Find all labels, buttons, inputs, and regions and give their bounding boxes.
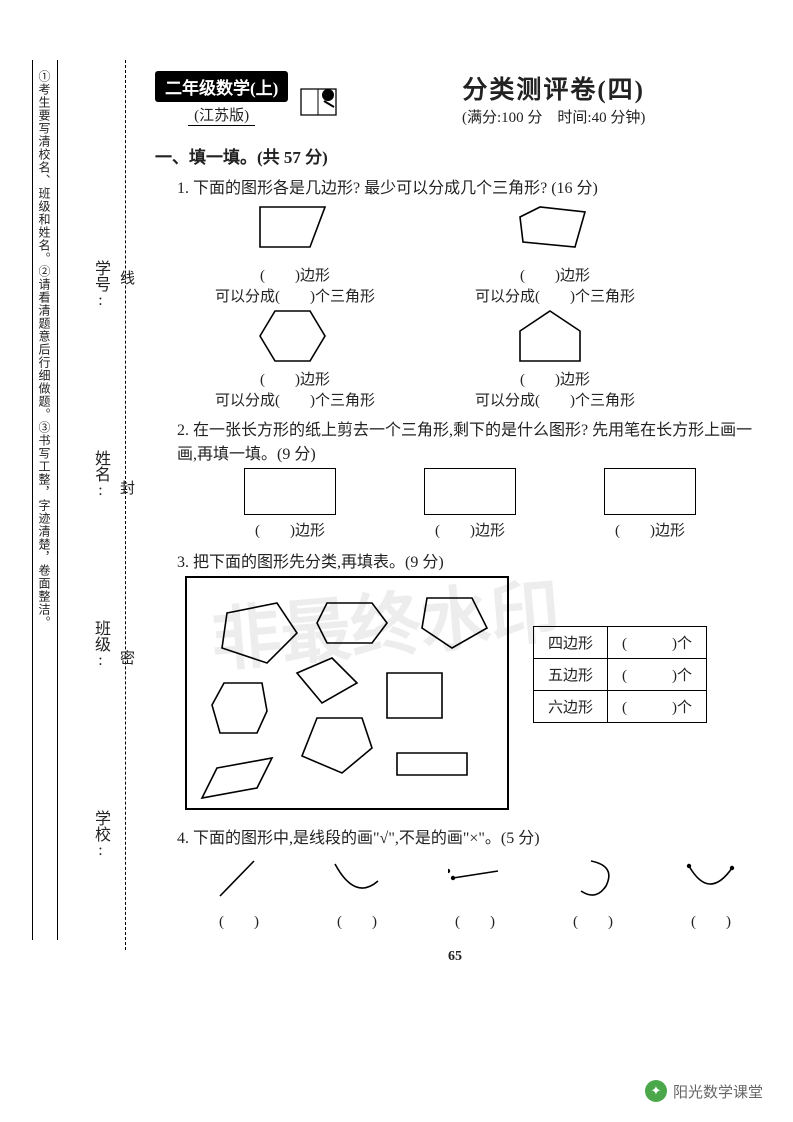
q4-item-curve-v: ( ) (667, 856, 755, 931)
table-row: 五边形( )个 (534, 659, 707, 691)
q2-rect-1: ( )边形 (225, 468, 355, 540)
q2-blank-2[interactable]: ( )边形 (435, 523, 505, 539)
q1-shape-pentagon-house: ( )边形可以分成( )个三角形 (475, 306, 635, 410)
q1-shape-hexagon: ( )边形可以分成( )个三角形 (215, 306, 375, 410)
q4-blank[interactable]: ( ) (549, 910, 637, 931)
q3-shapes-box (185, 576, 509, 810)
q1-text: 1. 下面的图形各是几边形? 最少可以分成几个三角形? (16 分) (177, 174, 755, 198)
q3-shape-2 (422, 598, 487, 648)
line-icon (212, 856, 267, 904)
notice-text: ①考生要写清校名、班级和姓名。②请看清题意后行细做题。③书写工整，字迹清楚，卷面… (37, 70, 51, 629)
line-icon (330, 856, 385, 904)
shape-blank[interactable]: ( )边形 (215, 264, 375, 285)
q3-shape-0 (222, 603, 297, 663)
wechat-icon: ✦ (645, 1080, 667, 1102)
table-label: 六边形 (534, 691, 608, 723)
q3-shape-8 (202, 758, 272, 798)
notice-strip: ①考生要写清校名、班级和姓名。②请看清题意后行细做题。③书写工整，字迹清楚，卷面… (32, 60, 58, 940)
q2-blank-3[interactable]: ( )边形 (615, 523, 685, 539)
q4-blank[interactable]: ( ) (195, 910, 283, 931)
field-studentno: 学号: (88, 260, 112, 309)
q3-shape-7 (397, 753, 467, 775)
table-blank[interactable]: ( )个 (608, 691, 707, 723)
marker-xian: 线 (116, 270, 137, 285)
field-class: 班级: (88, 620, 112, 669)
marker-feng: 封 (116, 480, 137, 495)
table-label: 五边形 (534, 659, 608, 691)
q2-rect-3: ( )边形 (585, 468, 715, 540)
footer: ✦ 阳光数学课堂 (645, 1080, 763, 1102)
field-name: 姓名: (88, 450, 112, 499)
table-blank[interactable]: ( )个 (608, 659, 707, 691)
rect-box[interactable] (424, 468, 516, 515)
tri-blank[interactable]: 可以分成( )个三角形 (215, 285, 375, 306)
q2-text: 2. 在一张长方形的纸上剪去一个三角形,剩下的是什么图形? 先用笔在长方形上画一… (177, 416, 755, 464)
seal-markers: 线 封 密 (116, 60, 134, 950)
paper-meta: (满分:100 分 时间:40 分钟) (352, 106, 755, 127)
tri-blank[interactable]: 可以分成( )个三角形 (215, 389, 375, 410)
table-blank[interactable]: ( )个 (608, 627, 707, 659)
marker-mi: 密 (116, 650, 137, 665)
footer-text: 阳光数学课堂 (673, 1081, 763, 1102)
q2-rect-row: ( )边形 ( )边形 ( )边形 (225, 468, 755, 540)
side-labels: 学号: 姓名: 班级: 学校: (88, 80, 112, 900)
shape-icon (255, 202, 335, 262)
header-row: 二年级数学(上) (江苏版) 分类测评卷(四) (满分:100 分 时间:40 … (155, 70, 755, 127)
q3-shape-4 (387, 673, 442, 718)
tri-blank[interactable]: 可以分成( )个三角形 (475, 389, 635, 410)
page-number: 65 (155, 949, 755, 965)
field-school: 学校: (88, 810, 112, 859)
table-row: 六边形( )个 (534, 691, 707, 723)
q4-blank[interactable]: ( ) (313, 910, 401, 931)
q4-item-seg-slant: ( ) (195, 856, 283, 931)
grade-badge: 二年级数学(上) (155, 71, 288, 102)
q3-shape-1 (317, 603, 387, 643)
q1-shape-quad: ( )边形可以分成( )个三角形 (215, 202, 375, 306)
table-row: 四边形( )个 (534, 627, 707, 659)
shape-icon (255, 306, 335, 366)
q4-blank[interactable]: ( ) (667, 910, 755, 931)
edition-label: (江苏版) (188, 104, 255, 126)
q3-shape-3 (297, 658, 357, 703)
q3-shape-5 (212, 683, 267, 733)
q4-item-curve-1: ( ) (313, 856, 401, 931)
shape-blank[interactable]: ( )边形 (475, 368, 635, 389)
rect-box[interactable] (604, 468, 696, 515)
line-icon (448, 856, 503, 904)
q3-text: 3. 把下面的图形先分类,再填表。(9 分) (177, 548, 755, 572)
shape-blank[interactable]: ( )边形 (475, 264, 635, 285)
paper-title: 分类测评卷(四) (352, 70, 755, 106)
shape-icon (515, 306, 595, 366)
line-icon (684, 856, 739, 904)
content-area: 二年级数学(上) (江苏版) 分类测评卷(四) (满分:100 分 时间:40 … (155, 70, 755, 965)
q1-row: ( )边形可以分成( )个三角形( )边形可以分成( )个三角形 (215, 306, 755, 410)
rect-box[interactable] (244, 468, 336, 515)
tri-blank[interactable]: 可以分成( )个三角形 (475, 285, 635, 306)
q2-rect-2: ( )边形 (405, 468, 535, 540)
q4-item-seg-h: ( ) (431, 856, 519, 931)
q4-blank[interactable]: ( ) (431, 910, 519, 931)
shape-icon (515, 202, 595, 262)
q3-table: 四边形( )个五边形( )个六边形( )个 (533, 626, 707, 723)
q2-blank-1[interactable]: ( )边形 (255, 523, 325, 539)
q3-shape-6 (302, 718, 372, 773)
mascot-icon (296, 77, 344, 121)
table-label: 四边形 (534, 627, 608, 659)
q4-text: 4. 下面的图形中,是线段的画"√",不是的画"×"。(5 分) (177, 824, 755, 848)
q1-shape-pentagon-irr: ( )边形可以分成( )个三角形 (475, 202, 635, 306)
line-icon (566, 856, 621, 904)
q1-row: ( )边形可以分成( )个三角形( )边形可以分成( )个三角形 (215, 202, 755, 306)
q4-row: ( ) ( ) ( ) ( ) ( ) (195, 856, 755, 931)
q4-item-curve-spiral: ( ) (549, 856, 637, 931)
shape-blank[interactable]: ( )边形 (215, 368, 375, 389)
section-1-title: 一、填一填。(共 57 分) (155, 143, 755, 168)
